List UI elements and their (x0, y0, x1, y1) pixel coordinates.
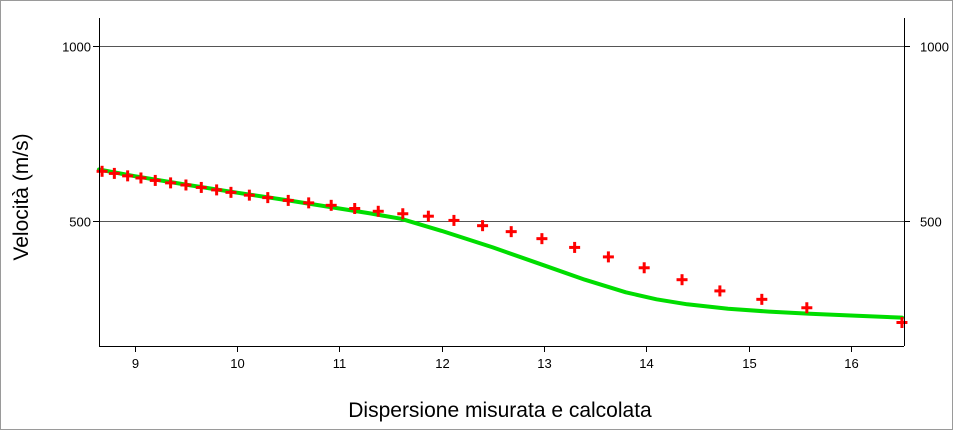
tick-labels: 500 500 1000 1000 9 10 11 12 13 14 15 16 (62, 40, 949, 372)
x-tick-label-5: 14 (639, 356, 653, 371)
data-point (149, 174, 161, 186)
data-point (505, 226, 517, 238)
y-tick-label-right-0: 500 (920, 215, 942, 230)
data-point (243, 189, 255, 201)
data-point (225, 186, 237, 198)
y-tick-label-left-1: 1000 (62, 40, 91, 55)
data-point (896, 316, 908, 328)
data-point (422, 210, 434, 222)
grid-lines (99, 46, 904, 222)
data-point (372, 205, 384, 217)
x-axis-title: Dispersione misurata e calcolata (348, 399, 652, 422)
data-point (180, 179, 192, 191)
data-point (638, 262, 650, 274)
data-point (397, 208, 409, 220)
data-point (602, 251, 614, 263)
data-point (96, 165, 108, 177)
data-point (801, 302, 813, 314)
data-point (325, 199, 337, 211)
data-point (122, 170, 134, 182)
data-point (303, 197, 315, 209)
data-point (108, 167, 120, 179)
data-point (448, 214, 460, 226)
x-tick-label-2: 11 (333, 356, 347, 371)
x-tick-label-7: 16 (844, 356, 858, 371)
data-point (536, 233, 548, 245)
data-point (349, 202, 361, 214)
x-tick-label-3: 12 (435, 356, 449, 371)
data-point (195, 181, 207, 193)
axes (93, 18, 910, 352)
x-tick-label-1: 10 (230, 356, 244, 371)
data-point (477, 220, 489, 232)
series-layer (96, 165, 908, 328)
data-point (262, 192, 274, 204)
data-point (211, 184, 223, 196)
data-point (135, 172, 147, 184)
x-tick-label-6: 15 (742, 356, 756, 371)
y-tick-label-right-1: 1000 (920, 40, 949, 55)
y-tick-label-left-0: 500 (69, 215, 91, 230)
data-point (165, 177, 177, 189)
data-point (569, 241, 581, 253)
y-axis-title: Velocità (m/s) (10, 133, 33, 260)
data-point (756, 293, 768, 305)
x-tick-label-0: 9 (132, 356, 139, 371)
data-point (282, 194, 294, 206)
x-tick-label-4: 13 (537, 356, 551, 371)
data-point (676, 274, 688, 286)
data-point (714, 285, 726, 297)
